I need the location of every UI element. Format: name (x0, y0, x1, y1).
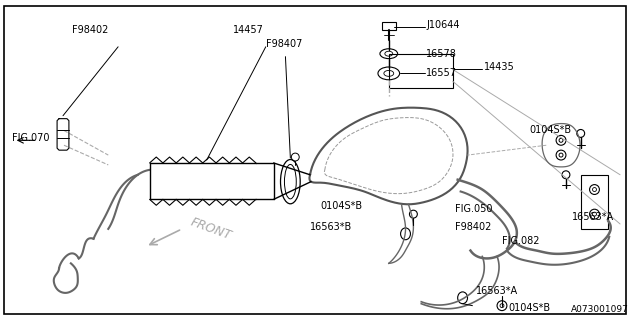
Text: 0104S*B: 0104S*B (529, 125, 572, 135)
Text: FIG.082: FIG.082 (502, 236, 540, 246)
Text: 0104S*B: 0104S*B (321, 201, 363, 211)
Bar (580, 175, 608, 229)
Text: 16563*A: 16563*A (476, 286, 518, 296)
Text: 14435: 14435 (484, 62, 515, 72)
Text: F98407: F98407 (266, 39, 302, 49)
Text: 0104S*B: 0104S*B (508, 303, 550, 313)
Text: J10644: J10644 (426, 20, 460, 30)
Text: 16563*B: 16563*B (310, 222, 352, 232)
Text: FIG.050: FIG.050 (455, 204, 492, 214)
Text: FIG.070: FIG.070 (12, 133, 49, 143)
Bar (388, 54, 452, 88)
Bar (382, 22, 396, 30)
Text: 16563*A: 16563*A (572, 212, 614, 222)
Text: 16578: 16578 (426, 49, 457, 59)
Text: 14457: 14457 (233, 25, 264, 35)
Text: F98402: F98402 (72, 25, 108, 35)
Text: A073001097: A073001097 (571, 305, 628, 314)
Text: 16557: 16557 (426, 68, 457, 78)
Text: F98402: F98402 (455, 222, 491, 232)
Text: FRONT: FRONT (189, 215, 234, 242)
